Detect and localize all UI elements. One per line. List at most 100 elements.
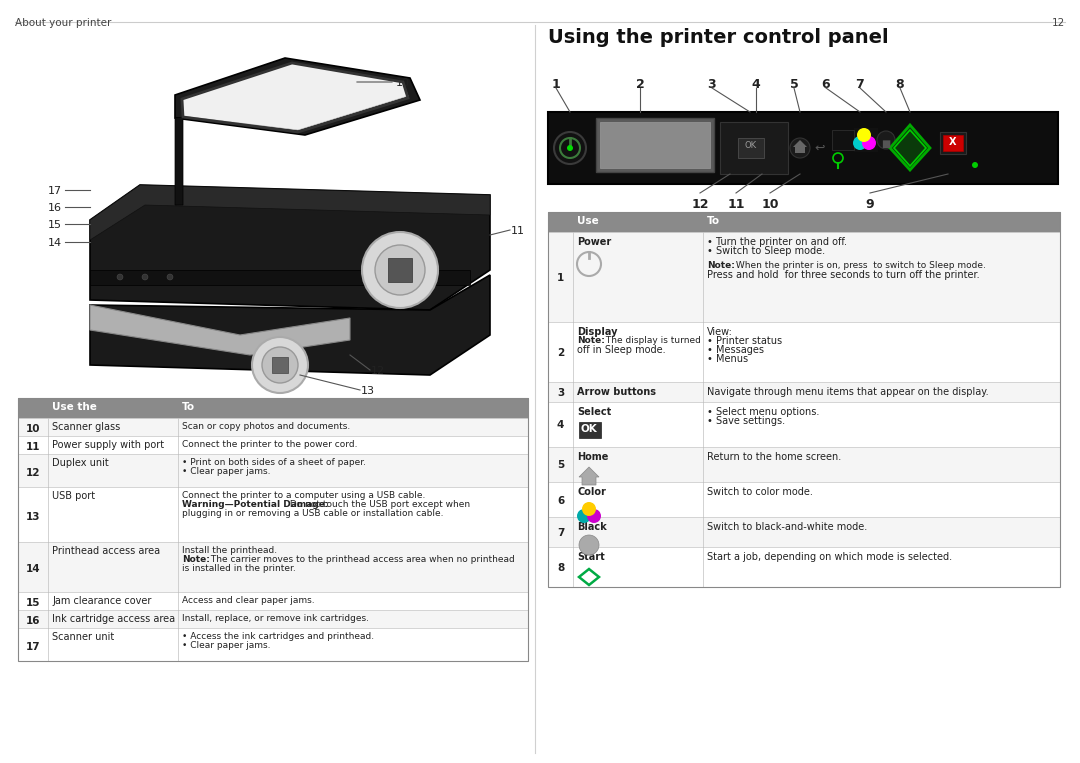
Text: Note:: Note: [183,555,210,564]
Text: 3: 3 [557,388,564,398]
Text: ↩: ↩ [814,141,825,154]
Text: Black: Black [577,522,607,532]
Polygon shape [793,140,807,153]
Text: Return to the home screen.: Return to the home screen. [707,452,841,462]
Bar [548,382,1059,402]
Bar [548,402,1059,447]
Bar [720,122,788,174]
Circle shape [554,132,586,164]
Text: Access and clear paper jams.: Access and clear paper jams. [183,596,314,605]
Bar [272,357,288,373]
Text: 10: 10 [26,424,40,434]
Text: 1: 1 [552,78,561,91]
Text: 17: 17 [48,186,62,196]
Circle shape [853,136,867,150]
Bar [18,610,528,628]
Bar [18,398,528,418]
Bar [548,517,1059,547]
Text: 11: 11 [511,226,525,236]
Circle shape [579,535,599,555]
Text: 15: 15 [48,220,62,230]
Text: • Printer status: • Printer status [707,336,782,346]
Circle shape [567,145,573,151]
Bar [548,212,1059,587]
Text: The carrier moves to the printhead access area when no printhead: The carrier moves to the printhead acces… [208,555,515,564]
Text: Install the printhead.: Install the printhead. [183,546,278,555]
Text: 6: 6 [557,495,564,506]
Circle shape [582,502,596,516]
Text: Ink cartridge access area: Ink cartridge access area [52,614,175,624]
Text: • Save settings.: • Save settings. [707,416,785,426]
Text: View:: View: [707,327,733,337]
Text: Jam clearance cover: Jam clearance cover [52,596,151,606]
Bar [548,232,1059,322]
Polygon shape [90,185,490,310]
Text: Color: Color [577,487,606,497]
Text: 17: 17 [26,642,40,652]
Text: 8: 8 [895,78,904,91]
Text: 4: 4 [752,78,760,91]
Text: Press and hold  for three seconds to turn off the printer.: Press and hold for three seconds to turn… [707,270,980,280]
Text: 13: 13 [26,511,40,521]
Bar [579,422,600,438]
Text: • Messages: • Messages [707,345,764,355]
Text: Arrow buttons: Arrow buttons [577,387,656,397]
Bar [18,628,528,661]
Text: 1: 1 [557,273,564,283]
Polygon shape [175,58,420,135]
Bar [18,592,528,610]
Bar [18,454,528,487]
Polygon shape [890,125,930,170]
Text: Home: Home [577,452,608,462]
Text: 7: 7 [855,78,864,91]
Text: • Menus: • Menus [707,354,748,364]
Circle shape [972,162,978,168]
Bar [548,322,1059,382]
Bar [18,542,528,592]
Text: 3: 3 [707,78,716,91]
Bar [18,487,528,542]
Text: 4: 4 [557,420,564,430]
Circle shape [141,274,148,280]
Text: X: X [949,137,957,147]
Text: Select: Select [577,407,611,417]
Text: 5: 5 [789,78,798,91]
Text: Warning—Potential Damage:: Warning—Potential Damage: [183,500,328,509]
Text: Scanner glass: Scanner glass [52,422,120,432]
Circle shape [877,131,895,149]
Text: 12: 12 [1052,18,1065,28]
Text: To: To [183,402,195,412]
Text: USB port: USB port [52,491,95,501]
Text: • Select menu options.: • Select menu options. [707,407,820,417]
Text: Power: Power [577,237,611,247]
Text: 13: 13 [361,386,375,396]
Circle shape [252,337,308,393]
Polygon shape [90,305,350,355]
Text: About your printer: About your printer [15,18,111,28]
Text: Connect the printer to the power cord.: Connect the printer to the power cord. [183,440,357,449]
Text: 11: 11 [26,442,40,452]
Bar [943,135,963,151]
Bar [600,122,710,168]
Text: Switch to black-and-white mode.: Switch to black-and-white mode. [707,522,867,532]
Text: OK: OK [745,141,757,150]
Text: 7: 7 [557,528,564,538]
Text: 14: 14 [48,238,62,248]
Text: • Switch to Sleep mode.: • Switch to Sleep mode. [707,246,825,256]
Text: Power supply with port: Power supply with port [52,440,164,450]
Polygon shape [90,275,490,375]
Text: off in Sleep mode.: off in Sleep mode. [577,345,665,355]
Circle shape [375,245,426,295]
Text: ■: ■ [881,139,891,149]
Text: • Clear paper jams.: • Clear paper jams. [183,641,270,650]
Bar [90,270,470,285]
Text: • Clear paper jams.: • Clear paper jams. [183,467,270,476]
Text: 6: 6 [822,78,831,91]
Text: Printhead access area: Printhead access area [52,546,160,556]
Text: Duplex unit: Duplex unit [52,458,109,468]
Polygon shape [183,63,408,130]
Bar [548,547,1059,587]
Bar [18,418,528,436]
Circle shape [577,509,591,523]
Text: Scan or copy photos and documents.: Scan or copy photos and documents. [183,422,350,431]
